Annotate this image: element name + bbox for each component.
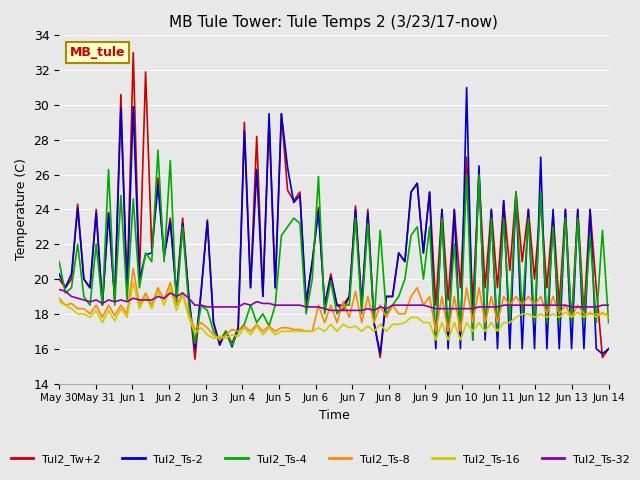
- Tul2_Tw+2: [451, 206, 458, 212]
- Tul2_Ts-8: [216, 337, 223, 343]
- Tul2_Ts-16: [228, 332, 236, 337]
- Tul2_Ts-32: [222, 304, 230, 310]
- Tul2_Ts-8: [593, 311, 600, 317]
- Tul2_Ts-8: [234, 328, 242, 334]
- Tul2_Ts-8: [136, 302, 143, 308]
- Tul2_Ts-2: [55, 271, 63, 277]
- Tul2_Ts-32: [55, 287, 63, 292]
- Tul2_Tw+2: [525, 206, 532, 212]
- Text: MB_tule: MB_tule: [70, 46, 125, 59]
- Tul2_Ts-32: [531, 302, 538, 308]
- Line: Tul2_Tw+2: Tul2_Tw+2: [59, 53, 609, 359]
- Tul2_Ts-2: [376, 351, 384, 357]
- Tul2_Tw+2: [234, 325, 242, 331]
- Tul2_Ts-32: [129, 295, 137, 301]
- Tul2_Ts-16: [136, 306, 143, 312]
- Tul2_Ts-2: [593, 346, 600, 351]
- Tul2_Ts-4: [593, 320, 600, 325]
- Tul2_Ts-2: [463, 84, 470, 90]
- Tul2_Ts-8: [525, 294, 532, 300]
- Tul2_Ts-4: [129, 196, 137, 202]
- Tul2_Ts-4: [525, 215, 532, 221]
- Line: Tul2_Ts-8: Tul2_Ts-8: [59, 269, 609, 340]
- Tul2_Ts-32: [327, 308, 335, 313]
- Tul2_Tw+2: [605, 346, 612, 351]
- Line: Tul2_Ts-2: Tul2_Ts-2: [59, 87, 609, 354]
- Tul2_Ts-16: [55, 299, 63, 305]
- Tul2_Ts-4: [605, 320, 612, 325]
- Tul2_Ts-4: [537, 189, 545, 195]
- Tul2_Tw+2: [191, 356, 199, 362]
- Tul2_Tw+2: [136, 276, 143, 282]
- Tul2_Ts-2: [605, 346, 612, 351]
- Tul2_Ts-16: [537, 311, 545, 317]
- Tul2_Ts-4: [451, 241, 458, 247]
- Tul2_Ts-8: [129, 266, 137, 272]
- Tul2_Ts-16: [451, 320, 458, 325]
- Title: MB Tule Tower: Tule Temps 2 (3/23/17-now): MB Tule Tower: Tule Temps 2 (3/23/17-now…: [170, 15, 499, 30]
- Tul2_Tw+2: [55, 276, 63, 282]
- Tul2_Ts-16: [605, 314, 612, 320]
- Tul2_Ts-2: [222, 328, 230, 334]
- Tul2_Ts-32: [605, 302, 612, 308]
- Tul2_Tw+2: [129, 50, 137, 56]
- Tul2_Ts-4: [228, 342, 236, 348]
- Tul2_Ts-16: [525, 311, 532, 317]
- Line: Tul2_Ts-16: Tul2_Ts-16: [59, 283, 609, 340]
- Tul2_Ts-32: [518, 302, 526, 308]
- Tul2_Ts-2: [525, 206, 532, 212]
- Tul2_Ts-4: [55, 259, 63, 264]
- Line: Tul2_Ts-4: Tul2_Ts-4: [59, 150, 609, 345]
- Tul2_Ts-32: [586, 304, 594, 310]
- Tul2_Ts-8: [55, 295, 63, 301]
- Tul2_Ts-4: [154, 147, 162, 153]
- Tul2_Ts-4: [234, 328, 242, 334]
- Tul2_Ts-32: [444, 306, 452, 312]
- Y-axis label: Temperature (C): Temperature (C): [15, 158, 28, 260]
- Tul2_Ts-8: [605, 311, 612, 317]
- Tul2_Tw+2: [593, 285, 600, 291]
- Tul2_Ts-16: [593, 314, 600, 320]
- Tul2_Ts-2: [129, 104, 137, 109]
- Tul2_Ts-2: [537, 154, 545, 160]
- Tul2_Tw+2: [537, 198, 545, 204]
- Line: Tul2_Ts-32: Tul2_Ts-32: [59, 289, 609, 311]
- Tul2_Ts-8: [451, 294, 458, 300]
- Tul2_Ts-16: [432, 337, 440, 343]
- Tul2_Ts-16: [129, 280, 137, 286]
- Legend: Tul2_Tw+2, Tul2_Ts-2, Tul2_Ts-4, Tul2_Ts-8, Tul2_Ts-16, Tul2_Ts-32: Tul2_Tw+2, Tul2_Ts-2, Tul2_Ts-4, Tul2_Ts…: [6, 450, 634, 469]
- Tul2_Ts-8: [537, 294, 545, 300]
- X-axis label: Time: Time: [319, 409, 349, 422]
- Tul2_Ts-2: [444, 346, 452, 351]
